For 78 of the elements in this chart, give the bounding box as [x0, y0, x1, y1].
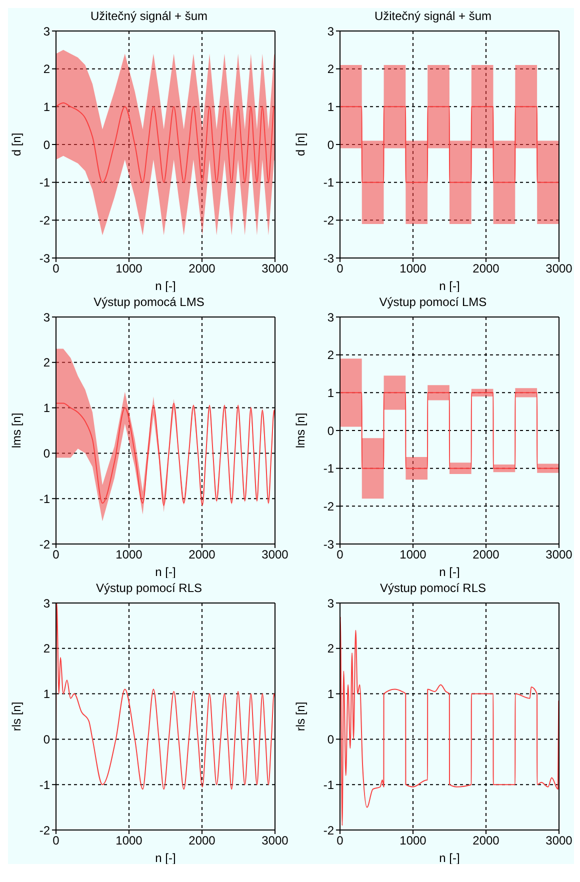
- y-axis-title: rls [n]: [293, 702, 308, 732]
- line-series: [56, 402, 275, 506]
- x-tick-label: 1000: [116, 262, 143, 276]
- y-tick-label: 1: [43, 687, 50, 702]
- x-tick-label: 0: [52, 262, 60, 276]
- y-tick-label: 3: [327, 24, 334, 38]
- x-tick-label: 3000: [262, 834, 289, 848]
- y-tick-label: 0: [327, 138, 334, 152]
- x-tick-label: 3000: [262, 548, 289, 562]
- y-tick-label: 3: [43, 596, 50, 610]
- y-tick-label: -3: [323, 251, 334, 266]
- y-tick-label: 0: [327, 732, 334, 746]
- y-tick-label: 3: [327, 310, 334, 324]
- line-series: [56, 102, 275, 183]
- y-tick-label: 1: [43, 401, 50, 416]
- line-series: [340, 616, 559, 826]
- x-tick-label: 2000: [472, 262, 500, 276]
- y-tick-label: 3: [43, 24, 50, 38]
- chart-title: Výstup pomocá LMS: [92, 294, 206, 310]
- x-tick-label: 0: [52, 548, 60, 562]
- x-tick-label: 1000: [400, 548, 427, 562]
- y-tick-label: -1: [323, 462, 334, 476]
- y-tick-label: -1: [323, 778, 334, 792]
- y-tick-label: -1: [323, 176, 334, 190]
- x-tick-label: 1000: [116, 834, 143, 848]
- y-tick-label: 1: [327, 100, 334, 114]
- x-tick-label: 2000: [188, 548, 216, 562]
- x-tick-label: 2000: [188, 834, 216, 848]
- y-axis-title: d [n]: [9, 132, 24, 156]
- y-tick-label: 0: [327, 424, 334, 438]
- chart-title: Užitečný signál + šum: [373, 8, 493, 24]
- x-tick-label: 3000: [546, 548, 573, 562]
- y-tick-label: -2: [39, 537, 50, 552]
- x-tick-label: 0: [336, 834, 344, 848]
- x-tick-label: 0: [336, 548, 344, 562]
- x-tick-label: 3000: [262, 262, 289, 276]
- x-tick-label: 3000: [546, 834, 573, 848]
- x-tick-label: 2000: [472, 834, 500, 848]
- y-tick-label: 1: [327, 386, 334, 400]
- y-tick-label: 2: [327, 642, 334, 656]
- y-tick-label: -1: [39, 778, 50, 792]
- y-tick-label: -3: [323, 537, 334, 552]
- y-tick-label: 3: [43, 310, 50, 324]
- y-tick-label: 3: [327, 596, 334, 610]
- y-tick-label: 2: [327, 348, 334, 362]
- y-tick-label: -2: [39, 213, 50, 228]
- y-tick-label: 2: [327, 62, 334, 76]
- y-tick-label: -3: [39, 251, 50, 266]
- y-axis-title: rls [n]: [9, 702, 24, 732]
- y-tick-label: 1: [327, 687, 334, 702]
- chart-title: Výstup pomocí LMS: [378, 294, 488, 310]
- y-tick-label: 0: [43, 446, 50, 460]
- y-tick-label: 2: [43, 62, 50, 76]
- x-tick-label: 0: [336, 262, 344, 276]
- y-tick-label: 0: [43, 732, 50, 746]
- y-axis-title: lms [n]: [293, 412, 308, 448]
- x-tick-label: 2000: [188, 262, 216, 276]
- x-tick-label: 1000: [400, 262, 427, 276]
- y-tick-label: -2: [39, 823, 50, 838]
- y-tick-label: 2: [43, 356, 50, 370]
- x-tick-label: 2000: [472, 548, 500, 562]
- y-tick-label: 1: [43, 100, 50, 114]
- chart-title: Výstup pomocí RLS: [378, 580, 488, 596]
- x-tick-label: 1000: [116, 548, 143, 562]
- y-tick-label: 2: [43, 642, 50, 656]
- y-axis-title: d [n]: [293, 132, 308, 156]
- x-tick-label: 1000: [400, 834, 427, 848]
- y-tick-label: -2: [323, 213, 334, 228]
- y-tick-label: -2: [323, 823, 334, 838]
- chart-title: Užitečný signál + šum: [89, 8, 209, 24]
- x-tick-label: 3000: [546, 262, 573, 276]
- y-tick-label: -2: [323, 499, 334, 514]
- y-axis-title: lms [n]: [9, 412, 24, 448]
- chart-title: Výstup pomocí RLS: [94, 580, 204, 596]
- y-tick-label: 0: [43, 138, 50, 152]
- x-tick-label: 0: [52, 834, 60, 848]
- y-tick-label: -1: [39, 176, 50, 190]
- y-tick-label: -1: [39, 492, 50, 506]
